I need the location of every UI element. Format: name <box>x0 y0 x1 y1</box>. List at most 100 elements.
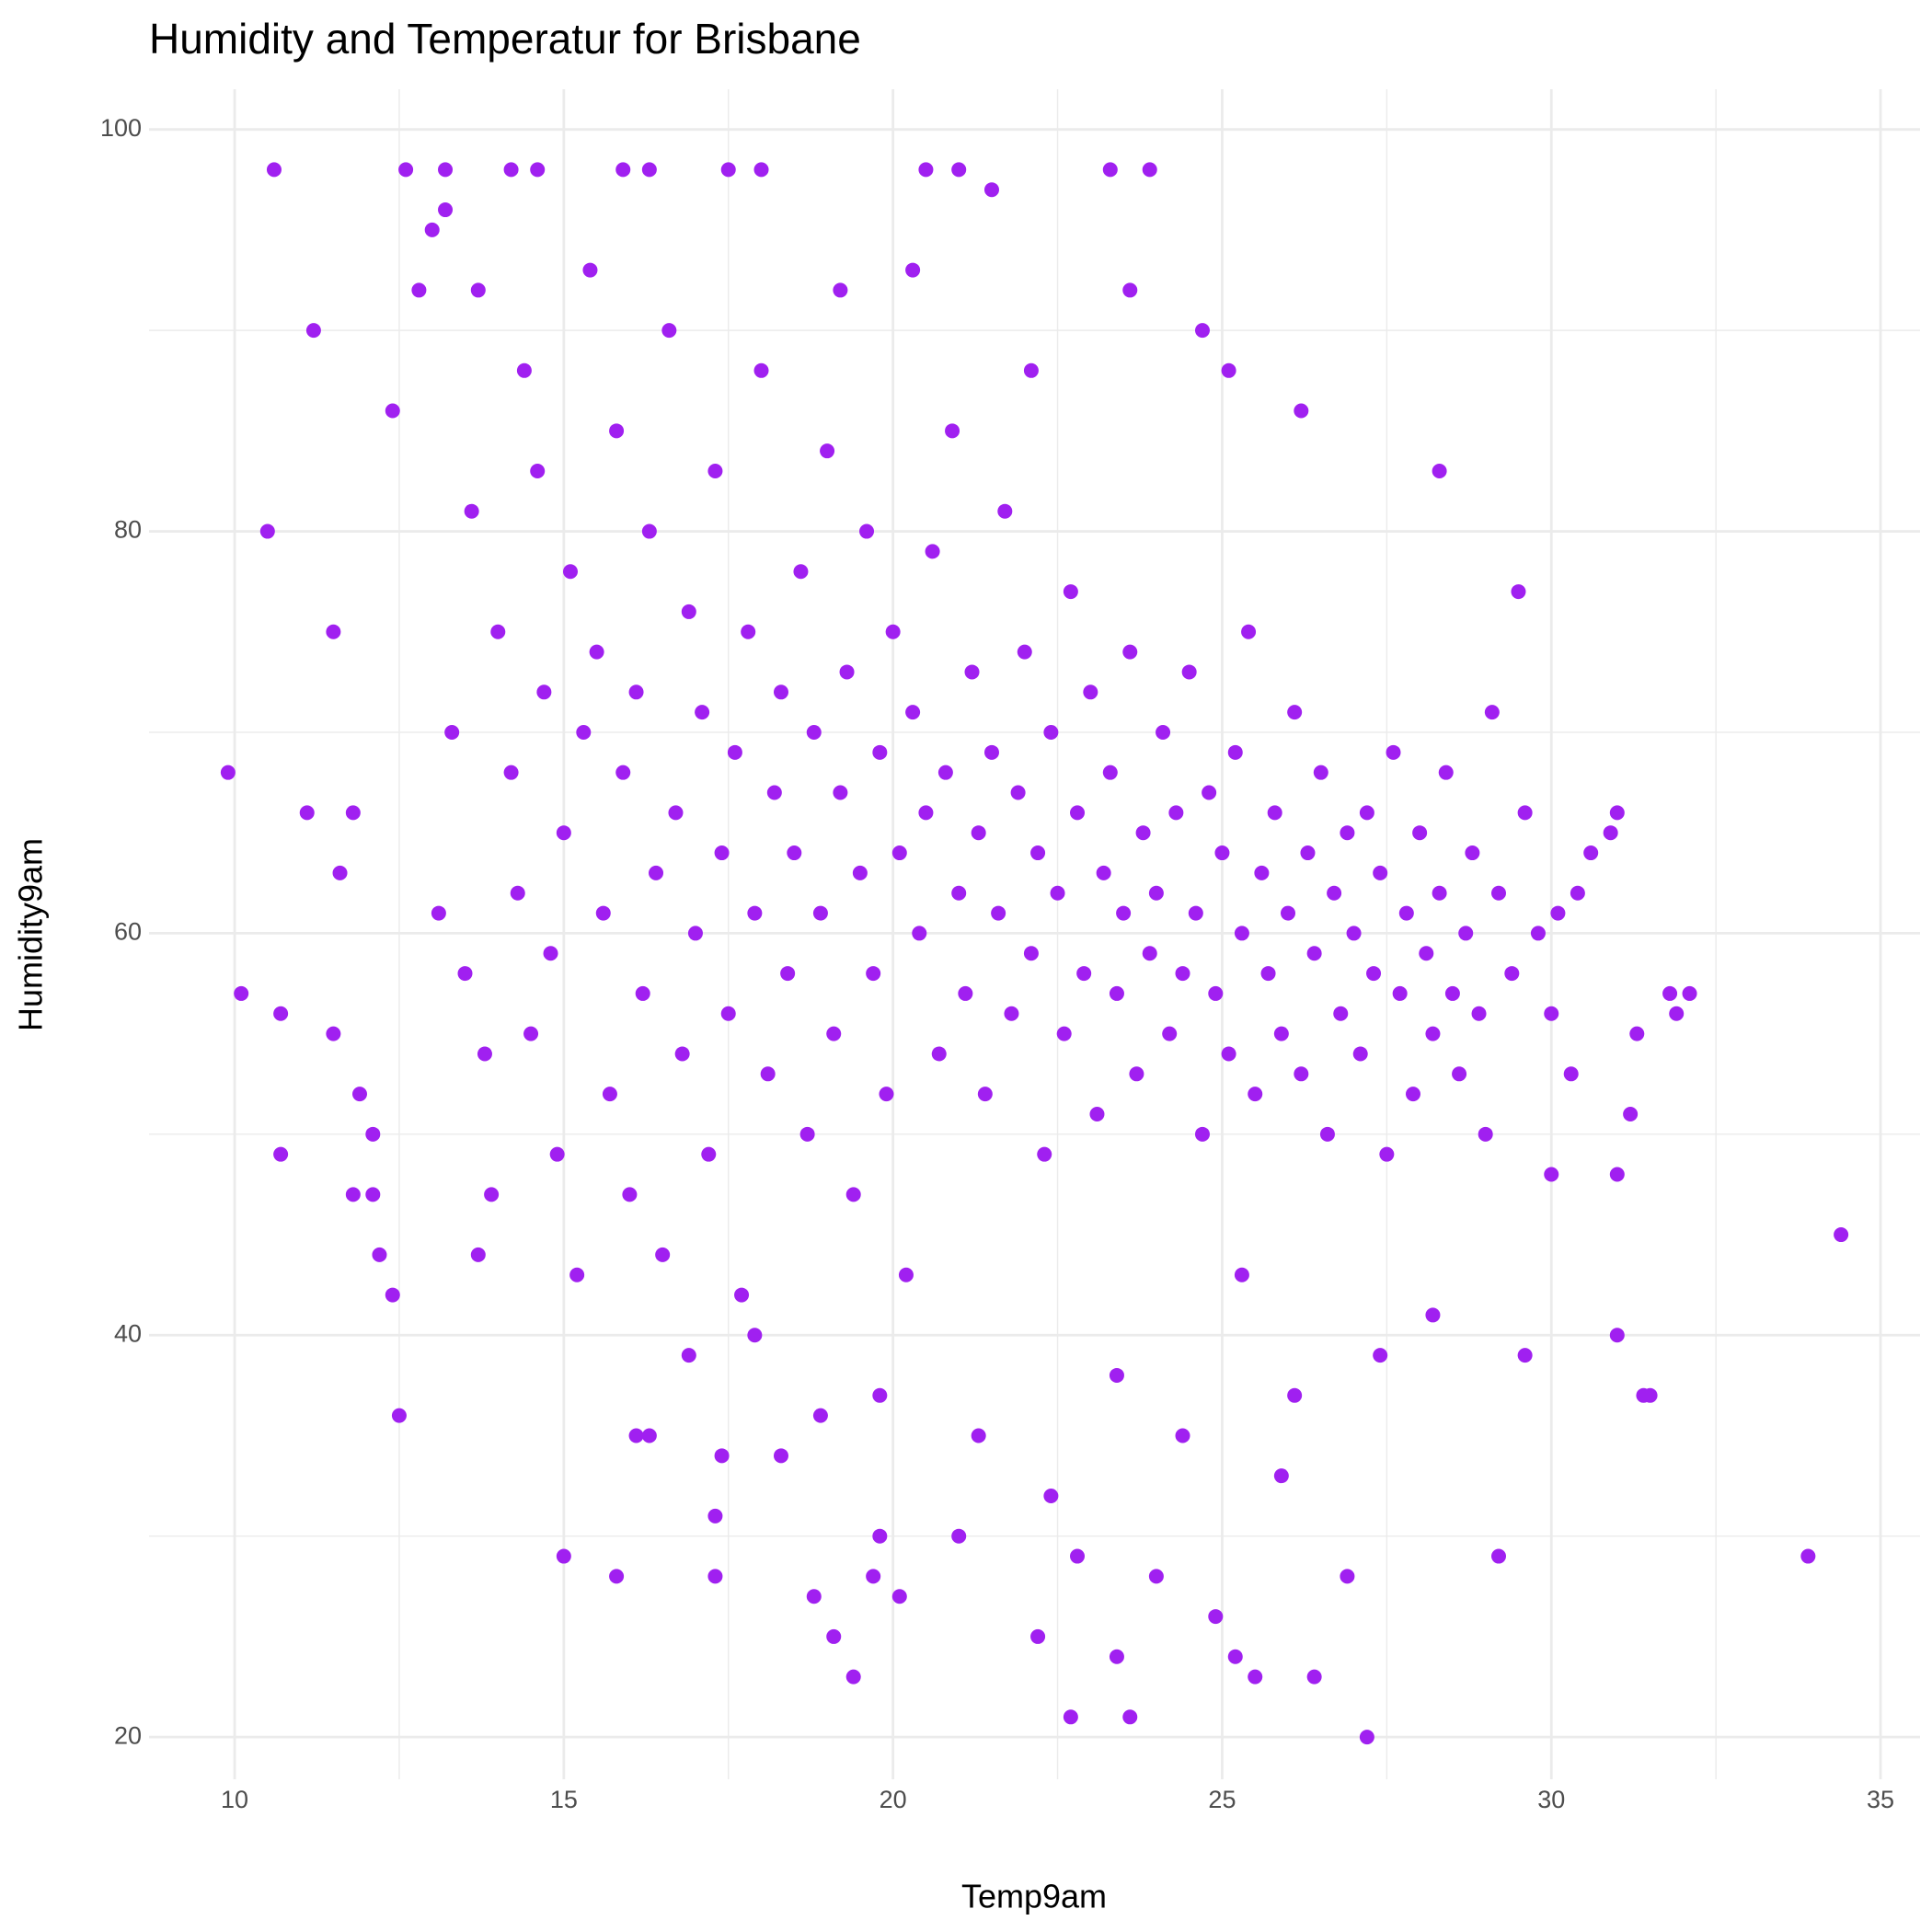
point <box>470 1247 486 1262</box>
point <box>1340 825 1355 841</box>
point <box>1432 464 1447 479</box>
point <box>1142 946 1157 961</box>
point <box>1214 845 1230 861</box>
point <box>1609 805 1625 821</box>
point <box>1352 1046 1368 1062</box>
point <box>1254 865 1270 880</box>
point <box>1148 1569 1164 1584</box>
point <box>1273 1468 1289 1484</box>
point <box>1465 845 1480 861</box>
point <box>925 544 940 559</box>
point <box>595 905 611 921</box>
point <box>1405 1087 1420 1102</box>
point <box>1623 1106 1639 1121</box>
point <box>852 865 868 880</box>
point <box>1194 323 1210 339</box>
point <box>1043 724 1059 740</box>
point <box>1248 1087 1263 1102</box>
point <box>576 724 592 740</box>
point <box>1221 362 1236 378</box>
point <box>1162 1026 1178 1041</box>
point <box>490 624 506 639</box>
point <box>523 1026 539 1041</box>
point <box>1458 926 1474 941</box>
point <box>1287 1387 1303 1403</box>
point <box>1010 785 1026 800</box>
point <box>833 282 848 298</box>
point <box>760 1066 776 1082</box>
point <box>1030 1628 1046 1644</box>
point <box>1511 584 1526 600</box>
point <box>872 744 888 760</box>
point <box>714 1448 730 1464</box>
point <box>898 1267 914 1282</box>
point <box>562 564 578 580</box>
point <box>332 865 348 880</box>
point <box>1609 1167 1625 1182</box>
point <box>983 744 999 760</box>
point <box>1452 1066 1467 1082</box>
point <box>1603 825 1618 841</box>
point <box>1419 946 1434 961</box>
point <box>741 624 756 639</box>
point <box>305 323 321 339</box>
point <box>259 523 275 539</box>
point <box>438 202 454 218</box>
point <box>951 885 967 901</box>
point <box>234 985 249 1001</box>
point <box>773 684 788 700</box>
point <box>793 564 809 580</box>
point <box>826 1628 842 1644</box>
point <box>866 1569 881 1584</box>
point <box>628 1428 644 1443</box>
point <box>1669 1006 1685 1021</box>
point <box>345 1187 361 1202</box>
point <box>1004 1006 1019 1021</box>
point <box>1070 1548 1086 1564</box>
point <box>1083 684 1098 700</box>
point <box>1366 966 1382 982</box>
point <box>431 905 446 921</box>
point <box>1392 985 1408 1001</box>
point <box>866 966 881 982</box>
point <box>1583 845 1599 861</box>
point <box>1530 926 1546 941</box>
point <box>1030 845 1046 861</box>
point <box>1202 785 1217 800</box>
point <box>806 724 822 740</box>
point <box>720 162 736 178</box>
point <box>1425 1307 1441 1323</box>
point <box>1122 1709 1138 1725</box>
point <box>365 1187 381 1202</box>
point <box>470 282 486 298</box>
point <box>885 624 901 639</box>
point <box>833 785 848 800</box>
point <box>1227 744 1243 760</box>
point <box>820 443 835 459</box>
point <box>1662 985 1678 1001</box>
point <box>674 1046 690 1062</box>
point <box>1063 1709 1078 1725</box>
point <box>1642 1387 1658 1403</box>
point <box>1563 1066 1579 1082</box>
y-tick-label: 80 <box>114 516 142 544</box>
point <box>1432 885 1447 901</box>
point <box>457 966 473 982</box>
point <box>1102 162 1118 178</box>
point <box>649 865 664 880</box>
point <box>991 905 1006 921</box>
point <box>707 1508 723 1524</box>
point <box>266 162 282 178</box>
point <box>1306 946 1322 961</box>
point <box>1122 282 1138 298</box>
point <box>609 1569 625 1584</box>
point <box>1373 865 1388 880</box>
point <box>1208 1609 1224 1625</box>
point <box>641 162 657 178</box>
point <box>1188 905 1203 921</box>
point <box>1287 705 1303 720</box>
point <box>1491 1548 1507 1564</box>
point <box>1096 865 1111 880</box>
point <box>1517 805 1533 821</box>
